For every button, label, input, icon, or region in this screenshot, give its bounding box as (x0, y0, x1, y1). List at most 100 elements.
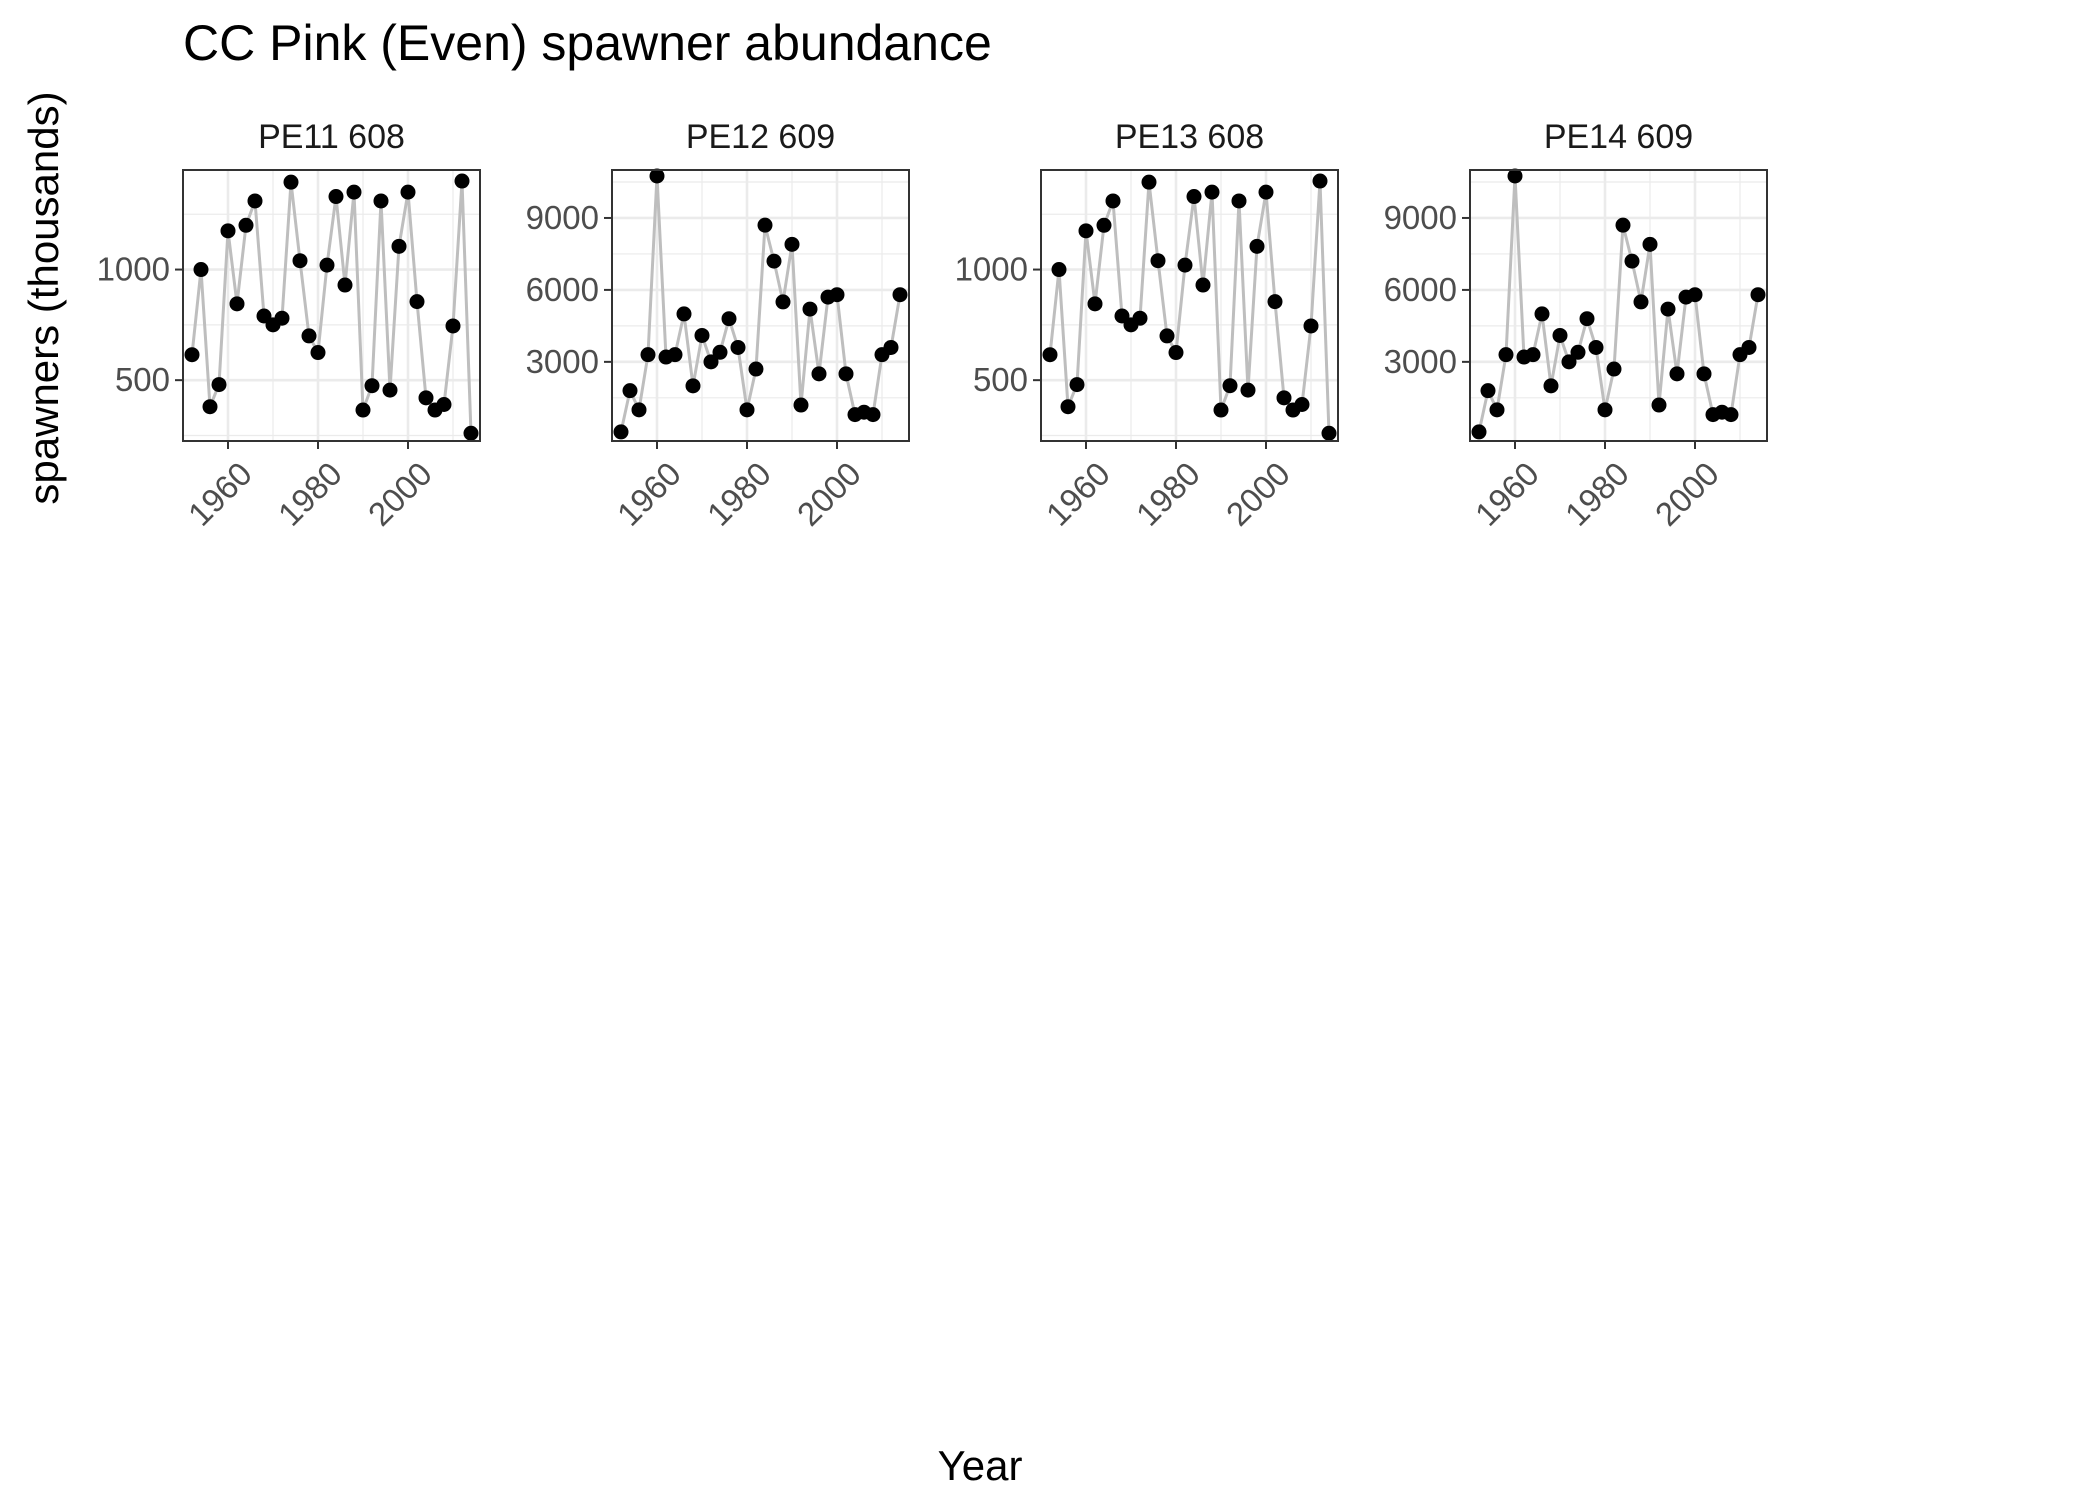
data-point (274, 310, 290, 326)
x-axis-label: Year (938, 1442, 1023, 1489)
chart-title: CC Pink (Even) spawner abundance (183, 15, 992, 71)
y-tick-label: 500 (115, 361, 170, 398)
data-point (229, 296, 245, 312)
data-point (766, 253, 782, 269)
data-point (445, 318, 461, 334)
x-tick-label: 1960 (181, 455, 259, 533)
data-point (1087, 296, 1103, 312)
data-point (301, 328, 317, 344)
data-point (1507, 168, 1523, 184)
data-point (1177, 257, 1193, 273)
data-point (1633, 294, 1649, 310)
data-point (1534, 306, 1550, 322)
facet-strip-label: PE12 609 (686, 118, 835, 156)
data-point (1552, 327, 1568, 343)
data-point (1723, 407, 1739, 423)
data-point (400, 184, 416, 200)
data-point (463, 425, 479, 441)
data-point (721, 311, 737, 327)
data-point (1231, 193, 1247, 209)
data-point (418, 390, 434, 406)
facet-panel-3: PE13 608 500 1000 1960 1980 2000 (955, 118, 1339, 533)
series-line (190, 181, 473, 434)
data-point (649, 168, 665, 184)
data-point (1105, 193, 1121, 209)
data-point (730, 339, 746, 355)
data-point (1741, 339, 1757, 355)
data-point (355, 402, 371, 418)
y-tick-label: 9000 (1384, 199, 1457, 236)
data-point (694, 327, 710, 343)
panel-border (182, 169, 481, 442)
data-point (865, 407, 881, 423)
data-point (364, 378, 380, 394)
data-point (1258, 184, 1274, 200)
data-point (1471, 424, 1487, 440)
data-point (667, 347, 683, 363)
data-point (622, 383, 638, 399)
x-tick-label: 2000 (790, 455, 868, 533)
data-point (283, 174, 299, 190)
data-point (1222, 378, 1238, 394)
data-point (1159, 328, 1175, 344)
data-point (1687, 287, 1703, 303)
data-point (247, 193, 263, 209)
data-point (775, 294, 791, 310)
data-point (1615, 217, 1631, 233)
facet-panel-4: PE14 609 3000 6000 9000 1960 1980 2000 (1384, 118, 1768, 533)
data-point (409, 294, 425, 310)
x-tick-label: 1980 (1129, 455, 1207, 533)
y-tick-label: 9000 (526, 199, 599, 236)
data-point (202, 399, 218, 415)
data-point (1204, 184, 1220, 200)
data-point (1267, 294, 1283, 310)
data-point (310, 345, 326, 361)
x-tick-label: 1960 (610, 455, 688, 533)
data-point (613, 424, 629, 440)
data-point (238, 217, 254, 233)
data-point (685, 378, 701, 394)
data-point (631, 402, 647, 418)
data-point (1141, 174, 1157, 190)
data-point (211, 377, 227, 393)
data-point (811, 366, 827, 382)
data-point (892, 287, 908, 303)
data-point (1570, 344, 1586, 360)
data-point (454, 173, 470, 189)
data-point (337, 277, 353, 293)
data-point (1606, 361, 1622, 377)
data-point (739, 402, 755, 418)
data-point (1750, 287, 1766, 303)
y-tick-label: 3000 (1384, 343, 1457, 380)
x-tick-label: 1960 (1468, 455, 1546, 533)
data-point (346, 184, 362, 200)
data-point (793, 397, 809, 413)
data-point (1249, 238, 1265, 254)
data-point (319, 257, 335, 273)
data-point (1321, 425, 1337, 441)
data-point (1240, 382, 1256, 398)
data-point (1543, 378, 1559, 394)
panel-border (1040, 169, 1339, 442)
x-tick-label: 1960 (1039, 455, 1117, 533)
data-point (1294, 396, 1310, 412)
data-point (703, 354, 719, 370)
y-tick-label: 6000 (1384, 271, 1457, 308)
y-tick-label: 1000 (97, 251, 170, 288)
panel-border (1469, 169, 1768, 442)
data-point (1588, 339, 1604, 355)
data-point (1624, 253, 1640, 269)
data-point (676, 306, 692, 322)
data-point (1186, 189, 1202, 205)
data-point (184, 347, 200, 363)
data-point (1168, 345, 1184, 361)
y-axis-label: spawners (thousands) (20, 91, 67, 504)
panel-border (611, 169, 910, 442)
x-tick-label: 1980 (700, 455, 778, 533)
facet-panel-1: PE11 608 500 1000 1960 1980 2000 (97, 118, 481, 533)
data-point (1303, 318, 1319, 334)
data-point (1561, 354, 1577, 370)
data-point (712, 344, 728, 360)
